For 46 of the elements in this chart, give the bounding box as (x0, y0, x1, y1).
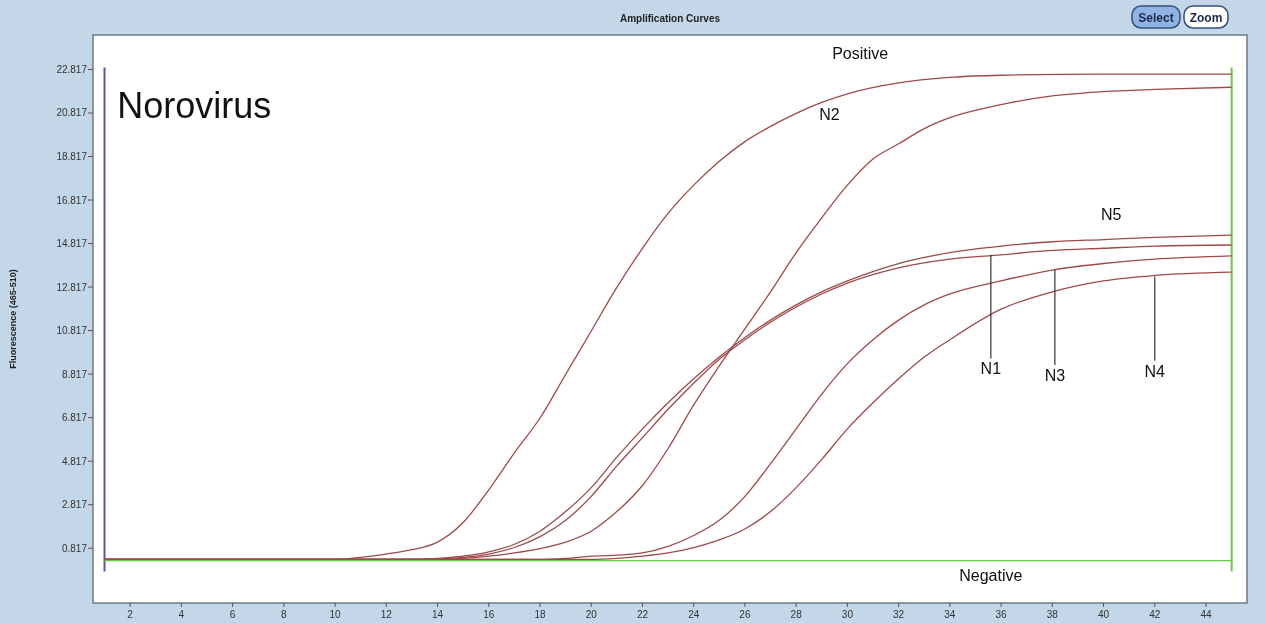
y-axis-title: Fluorescence (465-510) (8, 269, 18, 369)
y-tick-label: 22.817 (56, 63, 88, 75)
annotation: N2 (819, 105, 840, 123)
annotation: Negative (959, 567, 1023, 585)
x-tick-label: 4 (178, 609, 185, 620)
y-tick-label: 4.817 (61, 455, 88, 467)
annotation: N4 (1144, 362, 1166, 380)
x-tick-label: 6 (229, 609, 236, 620)
x-tick-label: 36 (995, 609, 1008, 620)
x-tick-label: 40 (1097, 609, 1110, 620)
x-tick-label: 10 (329, 609, 342, 620)
chart-title: Amplification Curves (619, 13, 721, 24)
text: Select (1138, 11, 1174, 25)
y-tick-label: 0.817 (61, 542, 88, 554)
y-tick-label: 2.817 (61, 499, 88, 511)
x-tick-label: 44 (1200, 609, 1213, 620)
x-tick-label: 24 (688, 609, 700, 620)
x-tick-label: 16 (483, 609, 495, 620)
x-tick-label: 42 (1149, 609, 1161, 620)
y-tick-label: 10.817 (56, 325, 88, 337)
y-tick-label: 14.817 (56, 238, 88, 250)
x-tick-label: 18 (534, 609, 546, 620)
y-tick-label: 16.817 (56, 194, 88, 206)
annotation: Norovirus (117, 84, 272, 126)
x-tick-label: 8 (281, 609, 288, 620)
x-tick-label: 26 (739, 609, 751, 620)
x-tick-label: 2 (127, 609, 134, 620)
y-tick-label: 6.817 (61, 412, 88, 424)
x-tick-label: 34 (944, 609, 956, 620)
annotation: N3 (1044, 367, 1066, 385)
y-tick-label: 18.817 (56, 151, 88, 162)
y-tick-label: 20.817 (56, 107, 88, 119)
x-tick-label: 12 (380, 609, 393, 620)
y-tick-label: 8.817 (61, 368, 88, 380)
x-tick-label: 14 (431, 609, 444, 620)
annotation: N1 (980, 360, 1002, 378)
annotation: N5 (1101, 205, 1122, 223)
x-tick-label: 20 (585, 609, 598, 620)
x-tick-label: 32 (893, 609, 905, 620)
x-tick-label: 28 (790, 609, 803, 620)
x-tick-label: 30 (841, 609, 854, 620)
annotation: Positive (832, 44, 889, 62)
x-tick-label: 38 (1046, 609, 1059, 620)
y-tick-label: 12.817 (56, 281, 88, 293)
x-tick-label: 22 (636, 609, 649, 620)
text: Zoom (1189, 11, 1223, 25)
